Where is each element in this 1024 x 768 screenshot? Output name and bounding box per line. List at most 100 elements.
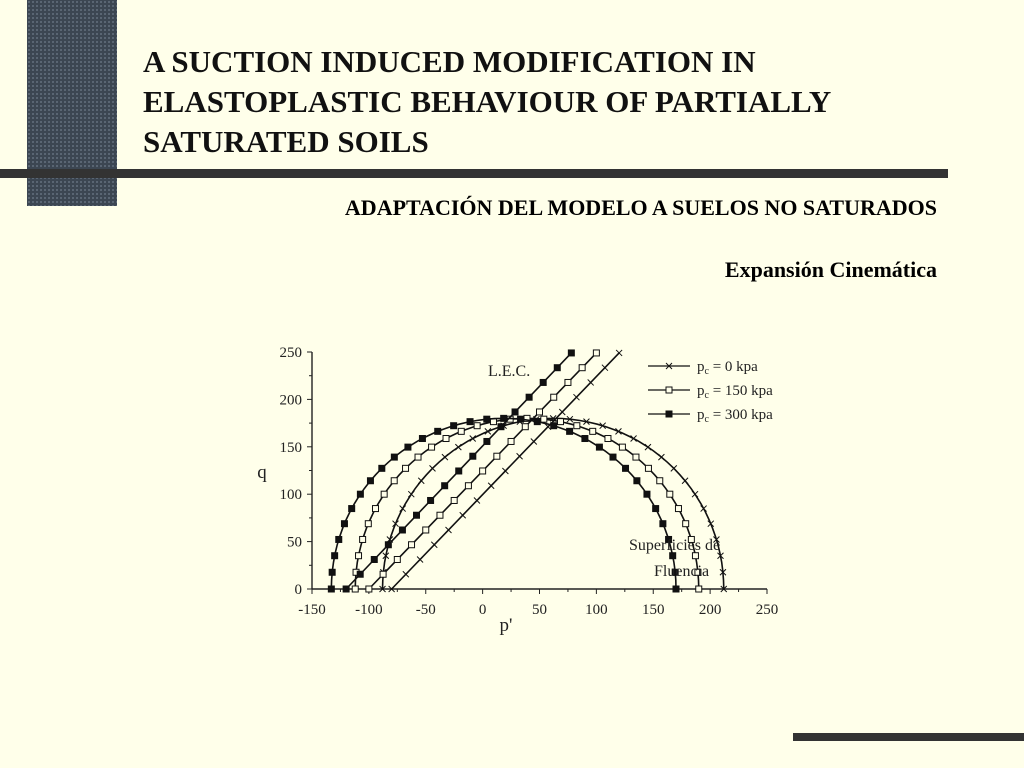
marker-stroke <box>719 568 727 576</box>
y-tick-label: 0 <box>295 582 303 598</box>
section-heading: Expansión Cinemática <box>724 257 937 282</box>
lec-line-point <box>430 541 438 549</box>
yield-surface-point <box>359 535 367 543</box>
marker-stroke <box>599 422 607 430</box>
y-axis-label: q <box>257 462 267 483</box>
yield-surface-point <box>589 427 597 435</box>
footer-divider <box>793 733 1024 741</box>
yield-surface-point <box>672 585 680 593</box>
slide-title: A SUCTION INDUCED MODIFICATION IN ELASTO… <box>143 42 943 162</box>
yield-surface-point <box>335 535 343 543</box>
yield-surface-point <box>609 453 617 461</box>
marker-stroke <box>417 477 425 485</box>
yield-surface-point <box>717 552 724 560</box>
legend-marker <box>665 362 673 370</box>
yield-surface-point <box>327 585 335 593</box>
marker-stroke <box>473 497 481 504</box>
legend-marker <box>665 410 673 418</box>
yield-surface-point <box>695 585 703 593</box>
yield-surface-point <box>380 490 388 498</box>
lec-line-point <box>530 438 538 445</box>
yield-surface-point <box>644 443 652 451</box>
lec-line-point <box>507 437 515 445</box>
marker-stroke <box>445 526 452 534</box>
marker-stroke <box>459 511 467 519</box>
yield-surface-point <box>573 422 581 430</box>
marker-stroke <box>583 418 590 425</box>
yield-surface-point <box>618 443 626 451</box>
yield-surface-point <box>550 422 558 430</box>
yield-surface-point <box>581 435 589 443</box>
lec-line-point <box>445 526 452 534</box>
lec-line-point <box>402 570 410 578</box>
x-tick-label: 200 <box>699 602 722 618</box>
slide-title-line: A SUCTION INDUCED MODIFICATION IN <box>143 44 756 79</box>
marker-stroke <box>691 490 699 498</box>
lec-line-point <box>384 541 392 549</box>
x-tick-label: 0 <box>479 602 487 618</box>
yield-surface-point <box>632 453 640 461</box>
slide-subtitle: ADAPTACIÓN DEL MODELO A SUELOS NO SATURA… <box>344 195 937 220</box>
yield-surface-point <box>466 418 474 426</box>
yield-surface-point <box>644 464 652 472</box>
yield-surface-point <box>355 552 363 560</box>
marker-stroke <box>658 453 665 461</box>
lec-line-point <box>536 408 543 416</box>
lec-line-point <box>479 467 487 475</box>
yield-surface-point <box>429 464 436 472</box>
lec-line-point <box>464 482 472 490</box>
lec-line-point <box>521 423 529 431</box>
yield-surface-point <box>615 427 622 435</box>
marker-stroke <box>416 556 424 563</box>
y-tick-label: 200 <box>280 392 303 408</box>
yield-surface-point <box>658 453 665 461</box>
lec-line-point <box>564 378 572 386</box>
slide-title-line: SATURATED SOILS <box>143 124 429 159</box>
yield-surface-point <box>604 435 612 443</box>
lec-line-point <box>578 364 586 372</box>
marker-stroke <box>502 467 509 475</box>
lec-line-point <box>487 482 495 490</box>
yield-surface-point <box>595 443 603 451</box>
yield-surface-point <box>656 477 664 485</box>
lec-line-point <box>550 393 558 401</box>
marker-stroke <box>717 552 724 560</box>
x-tick-label: 50 <box>532 602 547 618</box>
lec-line-point <box>511 408 519 416</box>
marker-stroke <box>587 379 595 386</box>
lec-line-point <box>459 511 467 519</box>
yield-surface-point <box>556 418 564 426</box>
marker-stroke <box>429 464 436 472</box>
y-tick-label: 150 <box>280 440 303 456</box>
marker-stroke <box>573 393 580 401</box>
lec-line-point <box>553 364 561 372</box>
yield-surface-point <box>340 520 348 528</box>
yield-surface-point <box>517 415 525 423</box>
lec-line-point <box>413 511 421 519</box>
marker-stroke <box>484 427 492 435</box>
yield-surface-point <box>674 505 682 513</box>
yield-surface-point <box>351 585 359 593</box>
legend-label: pc = 150 kpa <box>697 383 773 401</box>
yield-surface-point <box>483 415 491 423</box>
marker-stroke <box>665 362 673 370</box>
yield-surface-point <box>356 490 364 498</box>
yield-surface-point <box>348 505 356 513</box>
yield-surface-point <box>434 427 442 435</box>
yield-surface-point <box>630 435 637 442</box>
lec-line-point <box>388 585 395 593</box>
yield-surface-point <box>540 415 548 423</box>
yield-surface-point <box>669 552 677 560</box>
marker-stroke <box>469 435 477 442</box>
yield-surface-point <box>441 453 449 461</box>
marker-stroke <box>630 435 637 442</box>
yield-surface-point <box>670 464 678 472</box>
legend-label: pc = 300 kpa <box>697 407 773 425</box>
marker-stroke <box>700 505 707 512</box>
yield-surface-point <box>442 435 450 443</box>
yield-surface-point <box>566 415 574 423</box>
lec-line-point <box>592 349 600 357</box>
lec-annotation: L.E.C. <box>488 363 530 380</box>
x-tick-label: -50 <box>416 602 436 618</box>
marker-stroke <box>720 585 728 593</box>
